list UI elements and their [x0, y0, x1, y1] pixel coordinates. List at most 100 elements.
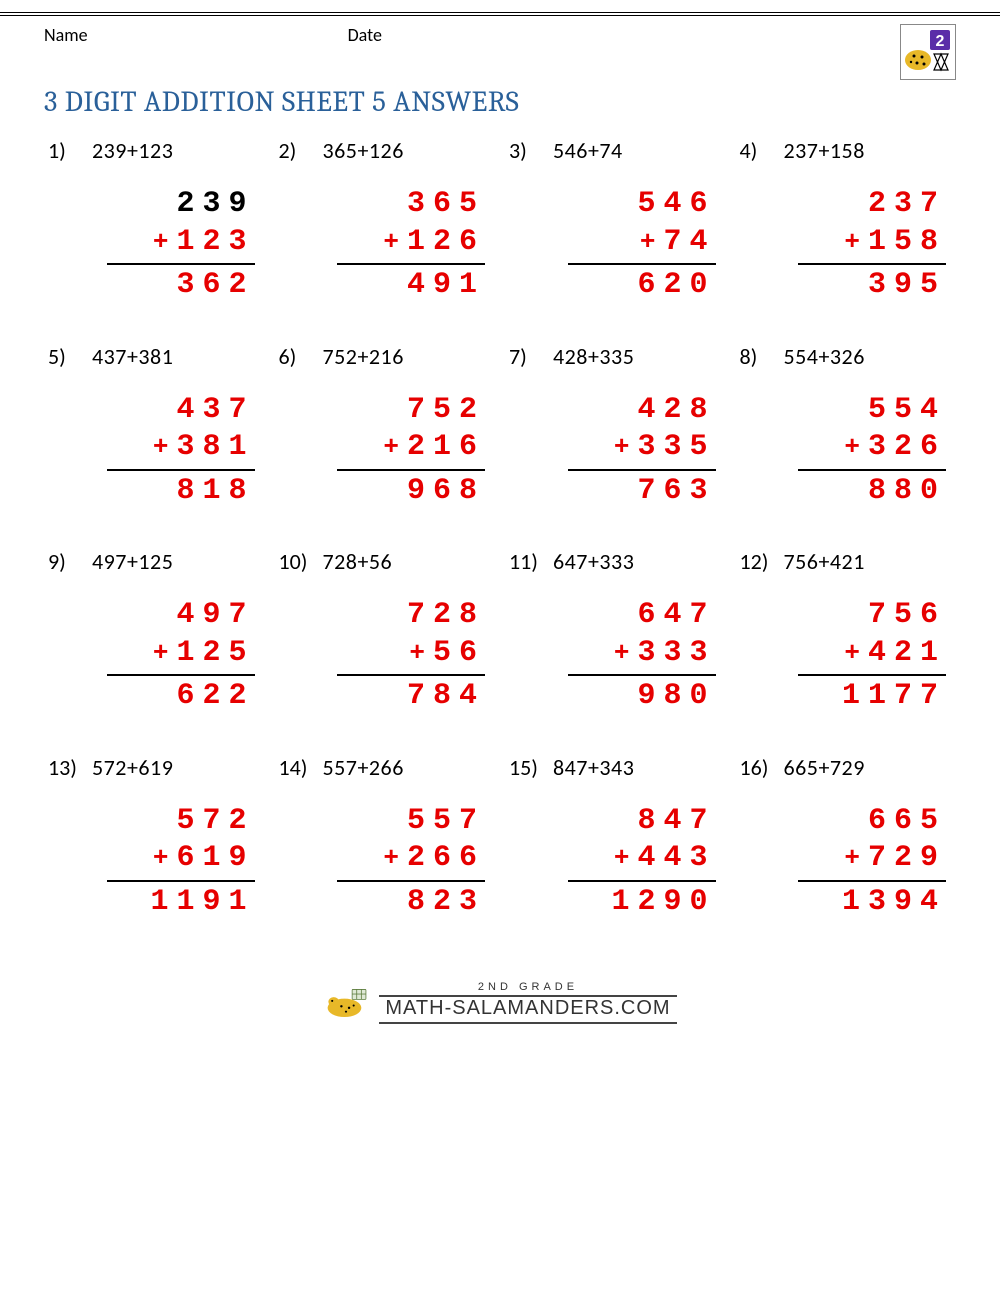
plus-sign: +	[153, 431, 173, 464]
date-label: Date	[348, 24, 382, 46]
addend-b: 443	[637, 840, 715, 878]
problem-expression: 665+729	[784, 754, 865, 781]
problem-number: 15)	[509, 754, 543, 781]
problem-work: 497+125622	[107, 597, 255, 716]
plus-sign: +	[409, 637, 429, 670]
problem-number: 12)	[740, 548, 774, 575]
problem-expression: 237+158	[784, 137, 865, 164]
problem-header: 6) 752+216	[275, 343, 496, 370]
problem-expression: 437+381	[92, 343, 173, 370]
problem-cell: 8)554+326554+326 880	[736, 343, 957, 511]
problem-work: 756+4211177	[798, 597, 946, 716]
answer-sum: 362	[176, 267, 254, 305]
problem-number: 9)	[48, 548, 82, 575]
problem-cell: 2)365+126 365+126491	[275, 137, 496, 305]
addend-b: 619	[176, 840, 254, 878]
problem-header: 10)728+56	[275, 548, 496, 575]
problem-expression: 239+123	[92, 137, 173, 164]
problem-number: 7)	[509, 343, 543, 370]
problem-number: 3)	[509, 137, 543, 164]
addend-a: 847	[637, 803, 715, 841]
meta-row: Name Date 2	[44, 24, 956, 80]
problem-cell: 9) 497+125497+125 622	[44, 548, 265, 716]
answer-sum: 968	[407, 473, 485, 511]
problem-expression: 752+216	[323, 343, 404, 370]
problem-expression: 497+125	[92, 548, 173, 575]
answer-sum: 620	[637, 267, 715, 305]
problem-work: 365+126491	[337, 186, 485, 305]
addend-b: 56	[433, 635, 485, 673]
plus-sign: +	[614, 842, 634, 875]
footer-site: MATH-SALAMANDERS.COM	[379, 995, 676, 1024]
addend-b: 158	[868, 224, 946, 262]
plus-sign: +	[383, 431, 403, 464]
addend-b: 266	[407, 840, 485, 878]
problem-header: 8)554+326	[736, 343, 957, 370]
plus-sign: +	[844, 842, 864, 875]
meta-left: Name Date	[44, 24, 382, 46]
plus-sign: +	[153, 637, 173, 670]
problem-work: 437+381818	[107, 392, 255, 511]
answer-sum: 763	[637, 473, 715, 511]
problem-number: 16)	[740, 754, 774, 781]
addend-b: 123	[176, 224, 254, 262]
problem-cell: 11)647+333 647+333980	[505, 548, 726, 716]
plus-sign: +	[844, 637, 864, 670]
addend-a: 647	[637, 597, 715, 635]
plus-sign: +	[153, 226, 173, 259]
problem-header: 3) 546+74	[505, 137, 726, 164]
problem-expression: 554+326	[784, 343, 865, 370]
problem-work: 557+266823	[337, 803, 485, 922]
plus-sign: +	[614, 637, 634, 670]
problem-header: 11)647+333	[505, 548, 726, 575]
problem-number: 11)	[509, 548, 543, 575]
problem-header: 9) 497+125	[44, 548, 265, 575]
problems-grid: 1)239+123239+1233622)365+126365+1264913)…	[44, 137, 956, 921]
addend-b: 125	[176, 635, 254, 673]
salamander-badge-icon: 2	[902, 26, 954, 78]
addend-b: 381	[176, 429, 254, 467]
plus-sign: +	[844, 226, 864, 259]
problem-cell: 16)665+729665+7291394	[736, 754, 957, 922]
addend-a: 557	[407, 803, 485, 841]
problem-expression: 546+74	[553, 137, 623, 164]
problem-work: 546+74620	[568, 186, 716, 305]
problem-work: 572+6191191	[107, 803, 255, 922]
addend-b: 335	[637, 429, 715, 467]
top-double-rule	[0, 12, 1000, 16]
plus-sign: +	[844, 431, 864, 464]
addend-b: 729	[868, 840, 946, 878]
problem-cell: 4)237+158237+158395	[736, 137, 957, 305]
answer-sum: 880	[868, 473, 946, 511]
answer-sum: 491	[407, 267, 485, 305]
problem-cell: 15)847+343847+4431290	[505, 754, 726, 922]
problem-work: 647+333980	[568, 597, 716, 716]
problem-header: 2)365+126	[275, 137, 496, 164]
addend-b: 421	[868, 635, 946, 673]
problem-expression: 428+335	[553, 343, 634, 370]
problem-cell: 1)239+123239+123362	[44, 137, 265, 305]
worksheet-page: Name Date 2 3 DIGIT ADDITION SHEET	[0, 12, 1000, 1306]
footer: 2ND GRADE MATH-SALAMANDERS.COM	[44, 981, 956, 1028]
answer-sum: 622	[176, 678, 254, 716]
addend-b: 216	[407, 429, 485, 467]
problem-expression: 847+343	[553, 754, 634, 781]
answer-sum: 784	[407, 678, 485, 716]
addend-b: 126	[407, 224, 485, 262]
problem-header: 5) 437+381	[44, 343, 265, 370]
problem-number: 5)	[48, 343, 82, 370]
problem-cell: 3) 546+74 546+74620	[505, 137, 726, 305]
addend-a: 437	[176, 392, 254, 430]
answer-sum: 1191	[150, 884, 254, 922]
worksheet-title: 3 DIGIT ADDITION SHEET 5 ANSWERS	[44, 86, 956, 119]
problem-expression: 557+266	[323, 754, 404, 781]
problem-work: 428+335763	[568, 392, 716, 511]
plus-sign: +	[383, 842, 403, 875]
footer-text-block: 2ND GRADE MATH-SALAMANDERS.COM	[379, 981, 676, 1024]
problem-number: 6)	[279, 343, 313, 370]
addend-a: 572	[176, 803, 254, 841]
answer-sum: 1394	[842, 884, 946, 922]
problem-header: 15) 847+343	[505, 754, 726, 781]
grade-badge: 2	[900, 24, 956, 80]
problem-work: 237+158395	[798, 186, 946, 305]
